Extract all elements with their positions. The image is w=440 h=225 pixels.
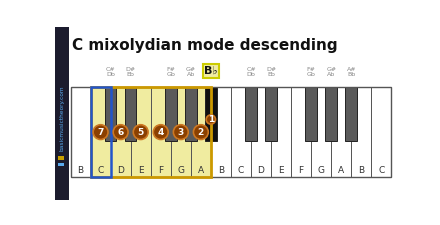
Circle shape (113, 125, 128, 140)
Bar (171, 87, 191, 177)
Text: D: D (117, 166, 124, 175)
Text: Gb: Gb (166, 72, 175, 77)
Text: B: B (218, 166, 224, 175)
Text: C#: C# (246, 67, 256, 72)
Text: 5: 5 (138, 128, 144, 137)
Text: A#: A# (346, 67, 356, 72)
Bar (70, 87, 91, 177)
Text: 2: 2 (198, 128, 204, 137)
Bar (251, 87, 271, 177)
Bar (271, 87, 291, 177)
Text: 1: 1 (208, 115, 214, 124)
Text: Gb: Gb (307, 72, 315, 77)
Text: 6: 6 (117, 128, 124, 137)
Text: F#: F# (166, 67, 175, 72)
Text: B: B (358, 166, 364, 175)
Text: B♭: B♭ (204, 66, 218, 76)
Circle shape (133, 125, 148, 140)
Bar (70, 87, 391, 177)
Bar (205, 87, 216, 141)
Bar (110, 87, 131, 177)
Text: D: D (257, 166, 264, 175)
Bar (191, 87, 211, 177)
Text: E: E (278, 166, 284, 175)
Bar (231, 87, 251, 177)
Text: Db: Db (246, 72, 255, 77)
Text: A: A (338, 166, 344, 175)
Bar (125, 87, 136, 141)
Text: Ab: Ab (327, 72, 335, 77)
Text: Eb: Eb (127, 72, 135, 77)
Text: A: A (198, 166, 204, 175)
Text: B: B (77, 166, 84, 175)
Bar (165, 87, 176, 141)
Bar (305, 87, 317, 141)
Text: 7: 7 (97, 128, 104, 137)
Text: C#: C# (106, 67, 115, 72)
Bar (203, 64, 219, 78)
Text: Ab: Ab (187, 72, 195, 77)
Bar (311, 87, 331, 177)
Circle shape (153, 125, 168, 140)
Text: D#: D# (266, 67, 276, 72)
Text: Eb: Eb (267, 72, 275, 77)
Text: 4: 4 (158, 128, 164, 137)
Text: C: C (97, 166, 104, 175)
Bar (371, 87, 391, 177)
Bar (91, 87, 211, 177)
Bar (151, 87, 171, 177)
Circle shape (173, 125, 188, 140)
Bar (131, 87, 151, 177)
Text: F: F (158, 166, 163, 175)
Circle shape (194, 125, 208, 140)
Text: G#: G# (326, 67, 336, 72)
Text: Db: Db (106, 72, 115, 77)
Text: D#: D# (125, 67, 136, 72)
Bar (105, 87, 117, 141)
Bar (345, 87, 357, 141)
Text: Bb: Bb (347, 72, 356, 77)
Text: G: G (318, 166, 325, 175)
Text: F: F (299, 166, 304, 175)
Bar (325, 87, 337, 141)
Bar (58, 162, 64, 166)
Bar (55, 27, 69, 200)
Text: C: C (378, 166, 385, 175)
Text: G#: G# (186, 67, 196, 72)
Text: C: C (238, 166, 244, 175)
Bar (91, 87, 110, 177)
Text: E: E (138, 166, 143, 175)
Bar (58, 156, 64, 160)
Bar (331, 87, 351, 177)
Text: basicmusictheory.com: basicmusictheory.com (59, 85, 65, 151)
Circle shape (206, 115, 216, 124)
Bar (351, 87, 371, 177)
Text: G: G (177, 166, 184, 175)
Text: F#: F# (307, 67, 315, 72)
Bar (91, 87, 110, 177)
Bar (211, 87, 231, 177)
Bar (185, 87, 197, 141)
Text: 3: 3 (178, 128, 184, 137)
Bar (291, 87, 311, 177)
Circle shape (93, 125, 108, 140)
Bar (265, 87, 277, 141)
Bar (245, 87, 257, 141)
Text: C mixolydian mode descending: C mixolydian mode descending (72, 38, 337, 53)
